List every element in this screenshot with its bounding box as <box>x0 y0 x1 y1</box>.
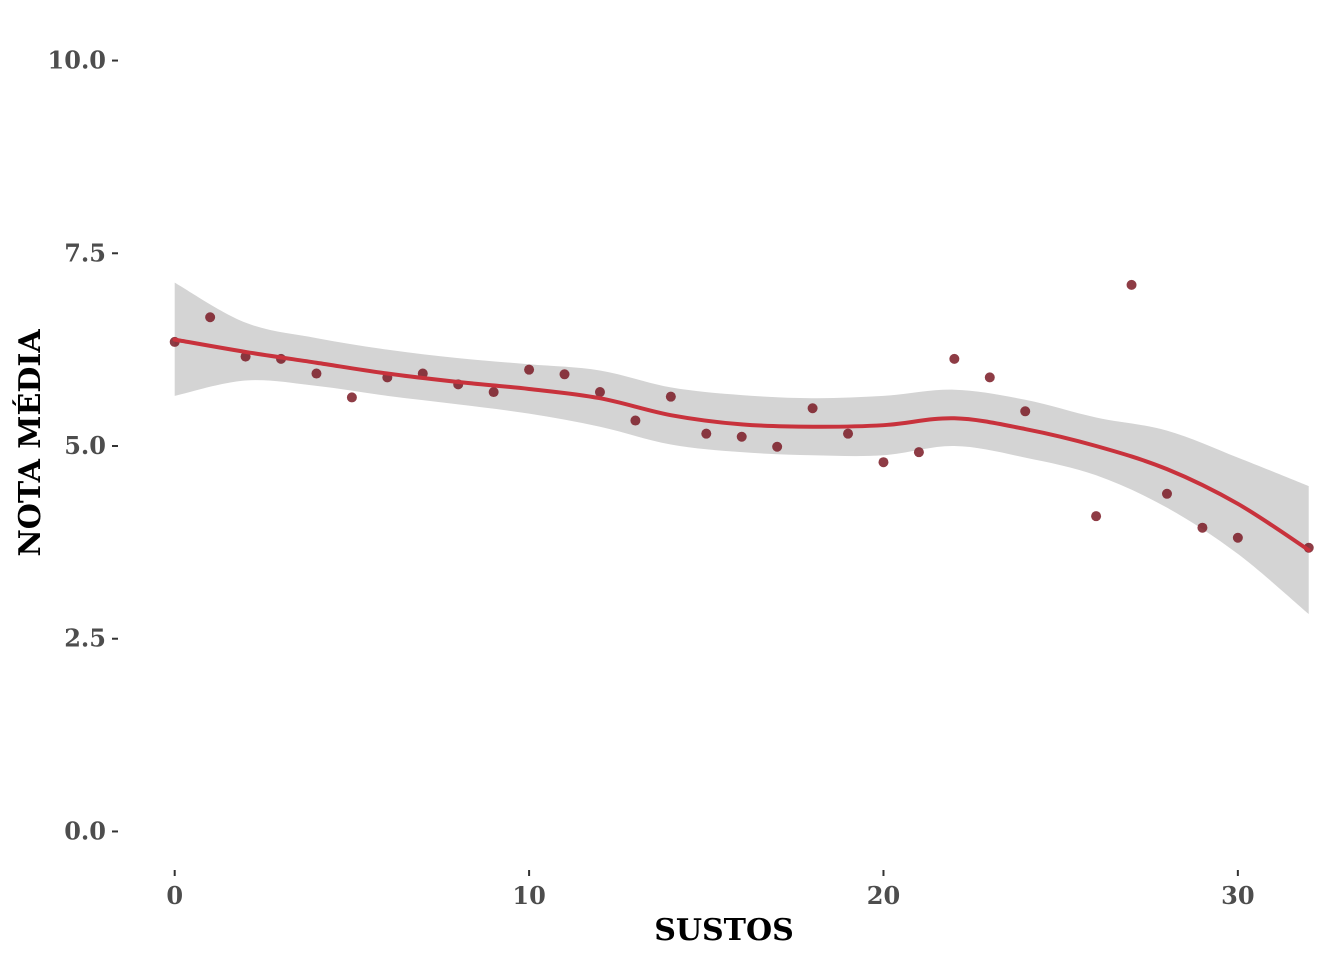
x-axis: 0 10 20 30 <box>166 870 1255 910</box>
data-point <box>488 387 499 398</box>
smooth-line <box>172 337 1311 553</box>
data-point <box>311 368 322 379</box>
y-tick-label: 0.0 <box>64 816 106 845</box>
data-point <box>524 364 535 375</box>
data-point <box>807 403 818 414</box>
x-tick-label: 30 <box>1221 881 1254 910</box>
plot-area <box>169 279 1314 615</box>
data-point <box>665 391 676 402</box>
data-point <box>1126 279 1137 290</box>
data-point <box>984 372 995 383</box>
y-tick-label: 7.5 <box>64 238 106 267</box>
y-axis-title: NOTA MÉDIA <box>12 329 48 557</box>
data-point <box>1197 522 1208 533</box>
data-point <box>843 428 854 439</box>
data-point <box>1020 406 1031 417</box>
data-point <box>559 369 570 380</box>
data-point <box>878 457 889 468</box>
data-point <box>594 387 605 398</box>
data-point <box>1091 511 1102 522</box>
y-axis: 0.0 2.5 5.0 7.5 10.0 <box>48 46 118 845</box>
data-point <box>1232 532 1243 543</box>
x-axis-title: SUSTOS <box>654 913 794 948</box>
x-tick-label: 0 <box>166 881 183 910</box>
x-tick-label: 20 <box>867 881 900 910</box>
data-point <box>949 353 960 364</box>
data-point <box>346 392 357 403</box>
data-point <box>772 441 783 452</box>
data-point <box>205 312 216 323</box>
data-point <box>701 428 712 439</box>
y-tick-label: 5.0 <box>64 431 106 460</box>
data-point <box>736 431 747 442</box>
y-tick-label: 10.0 <box>48 46 106 75</box>
y-tick-label: 2.5 <box>64 624 106 653</box>
x-tick-label: 10 <box>512 881 545 910</box>
data-point <box>630 415 641 426</box>
data-point <box>1161 488 1172 499</box>
data-point <box>913 447 924 458</box>
confidence-band <box>174 282 1309 615</box>
